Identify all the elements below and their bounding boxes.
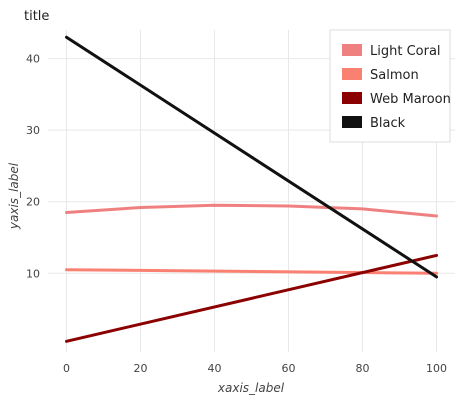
series-line-light-coral [65,203,438,218]
series-line-salmon [65,268,438,275]
x-tick-label: 20 [134,362,148,375]
y-tick-label: 30 [26,124,40,137]
x-tick-label: 60 [282,362,296,375]
legend-swatch-web-maroon [342,92,362,104]
y-axis-label: yaxis_label [7,162,21,230]
y-tick-label: 20 [26,196,40,209]
x-tick-label: 0 [63,362,70,375]
y-axis: 10 20 30 40 [26,53,40,281]
x-tick-label: 40 [208,362,222,375]
legend-label-web-maroon: Web Maroon [370,92,451,107]
chart-title: title [24,9,49,24]
series-line-black [65,35,438,279]
legend-label-salmon: Salmon [370,68,419,83]
series-line-web-maroon [65,253,438,343]
legend: Light Coral Salmon Web Maroon Black [329,29,451,143]
x-axis-label: xaxis_label [217,381,285,395]
legend-label-black: Black [370,116,406,131]
legend-swatch-light-coral [342,44,362,56]
legend-swatch-salmon [342,68,362,80]
x-tick-label: 100 [426,362,447,375]
y-tick-label: 10 [26,267,40,280]
series-layer [65,35,438,343]
legend-label-light-coral: Light Coral [370,44,441,59]
x-axis: 0 20 40 60 80 100 [63,362,447,375]
x-tick-label: 80 [356,362,370,375]
legend-swatch-black [342,116,362,128]
y-tick-label: 40 [26,53,40,66]
